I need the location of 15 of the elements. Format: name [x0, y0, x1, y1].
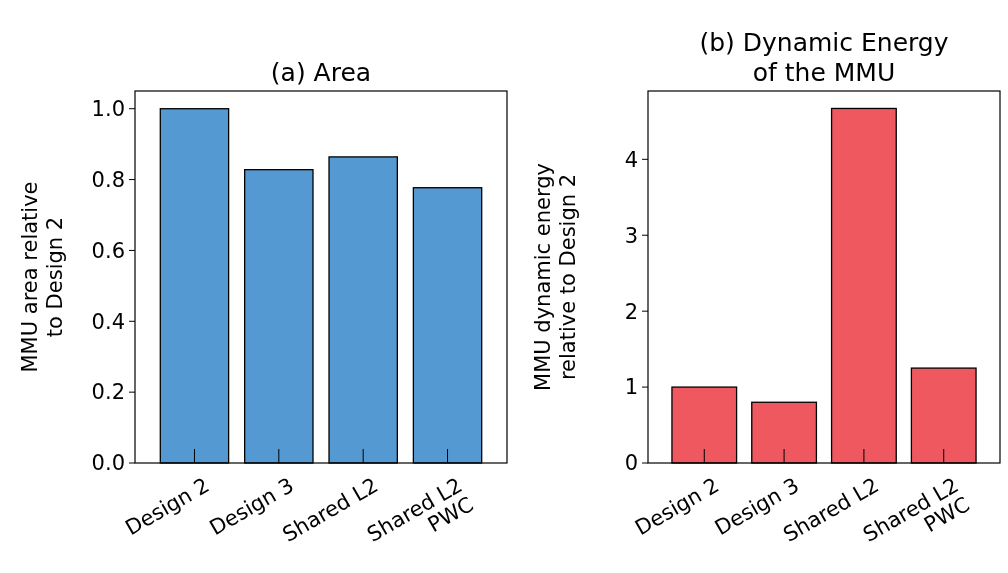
y-tick-label: 0.8 — [91, 167, 125, 192]
y-axis-title: MMU area relative to Design 2 — [18, 181, 67, 373]
chart-title: (a) Area — [270, 58, 372, 87]
y-tick-label: 0.4 — [91, 309, 125, 334]
y-axis-title: MMU dynamic energy relative to Design 2 — [531, 163, 580, 391]
y-tick-label: 0.6 — [91, 238, 125, 263]
y-tick-label: 0 — [624, 451, 638, 476]
y-tick-label: 1.0 — [91, 97, 125, 122]
y-tick-label: 0.0 — [91, 451, 125, 476]
y-tick-label: 2 — [624, 299, 638, 324]
y-tick-label: 0.2 — [91, 380, 125, 405]
y-tick-label: 3 — [624, 223, 638, 248]
chart-title: (b) Dynamic Energy of the MMU — [699, 28, 949, 87]
y-tick-label: 4 — [624, 147, 638, 172]
y-tick-label: 1 — [624, 375, 638, 400]
